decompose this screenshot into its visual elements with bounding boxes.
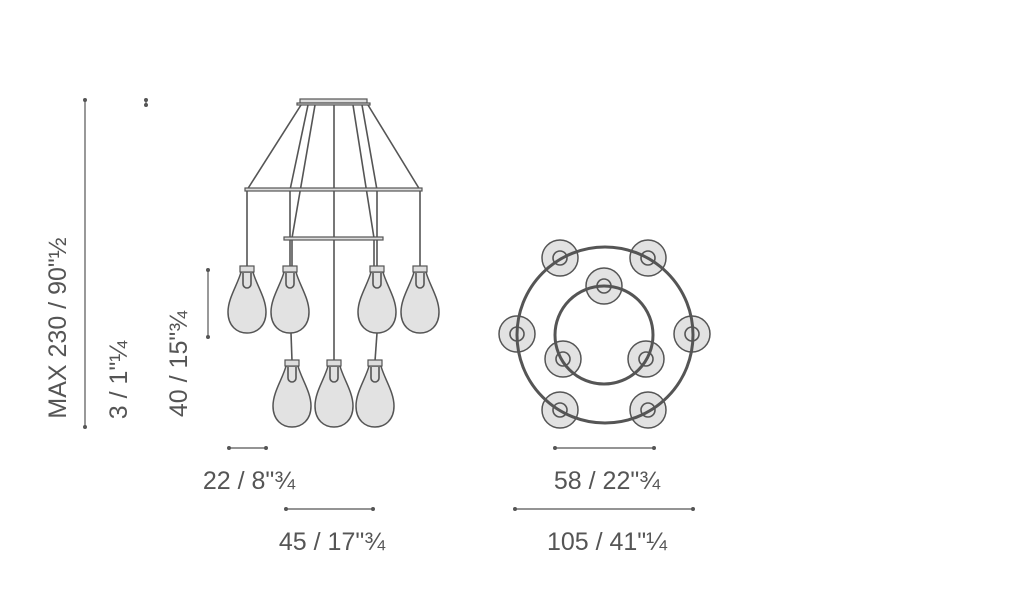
pendants [227, 265, 440, 428]
outer-ring-diameter-label: 105 / 41"¼ [547, 528, 668, 556]
dim-canopy-height-line [144, 98, 148, 107]
inner-ring-diameter-label: 58 / 22"¾ [554, 467, 661, 495]
inner-width-label: 45 / 17"¾ [279, 528, 386, 556]
inner-ring-side [283, 236, 384, 241]
pendant-lamp [400, 265, 440, 334]
canopy-plate [296, 102, 371, 106]
suspension-wires [246, 104, 421, 362]
pendant-lamp [270, 265, 310, 334]
pendant-lamp [227, 265, 267, 334]
outer-ring-side [244, 187, 423, 192]
canopy-height-label: 3 / 1"¼ [105, 340, 133, 420]
dim-inner-ring-line [553, 446, 656, 450]
dim-pendant-width-line [227, 446, 268, 450]
dim-outer-ring-line [513, 507, 695, 511]
plan-view [498, 239, 711, 429]
dimension-lines [83, 98, 695, 511]
pendant-lamp [272, 359, 312, 428]
pendant-lamp [355, 359, 395, 428]
front-elevation [227, 98, 440, 428]
pendant-width-label: 22 / 8"¾ [203, 467, 296, 495]
dim-inner-width-line [284, 507, 375, 511]
pendant-plan [629, 391, 667, 429]
pendant-height-label: 40 / 15"¾ [165, 310, 193, 417]
dim-max-height-line [83, 98, 87, 429]
outer-ring [515, 245, 695, 425]
max-height-label: MAX 230 / 90"½ [44, 237, 72, 418]
plan-pendants [498, 239, 711, 429]
pendant-lamp [314, 359, 354, 428]
pendant-lamp [357, 265, 397, 334]
pendant-plan [544, 340, 582, 378]
dim-pendant-height-line [206, 268, 210, 339]
inner-ring [553, 284, 655, 386]
